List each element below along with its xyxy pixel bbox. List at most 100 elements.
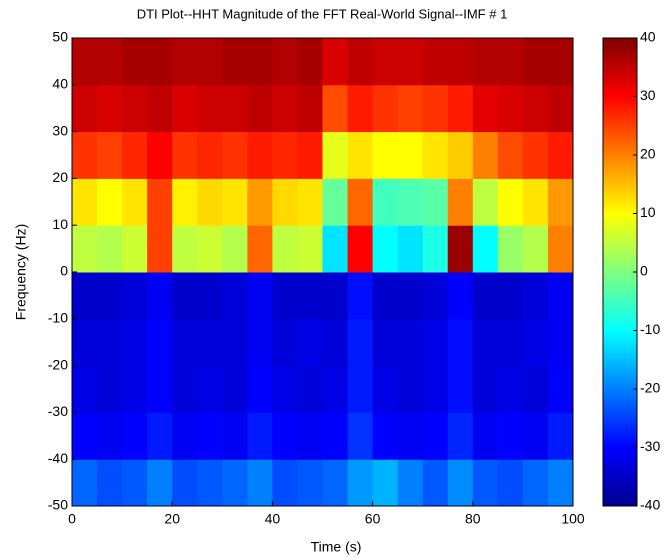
heatmap-cell — [122, 365, 148, 413]
heatmap-cell — [497, 225, 524, 273]
heatmap-cell — [72, 178, 98, 226]
x-tick-label: 100 — [561, 511, 585, 527]
y-tick-label: -10 — [48, 310, 68, 326]
heatmap-cell — [422, 365, 449, 413]
heatmap-cell — [222, 272, 248, 320]
heatmap-cell — [322, 318, 349, 367]
heatmap-cell — [322, 412, 349, 460]
heatmap-cell — [497, 412, 524, 460]
colorbar-tick-label: 10 — [640, 204, 656, 220]
y-tick-label: 10 — [52, 216, 68, 232]
heatmap-cell — [147, 131, 173, 179]
heatmap-cell — [372, 225, 399, 273]
heatmap-cell — [522, 272, 549, 320]
heatmap-cell — [322, 272, 349, 320]
heatmap-cell — [172, 365, 198, 413]
colorbar-tick-label: 40 — [640, 29, 656, 45]
heatmap-cell — [347, 318, 374, 367]
heatmap-cell — [247, 38, 273, 86]
heatmap-cell — [547, 131, 574, 179]
x-axis-label: Time (s) — [311, 539, 362, 555]
heatmap-cell — [172, 131, 198, 179]
heatmap-cell — [147, 225, 173, 273]
heatmap-cell — [147, 459, 173, 507]
heatmap-cell — [447, 459, 474, 507]
heatmap-cell — [397, 38, 424, 86]
heatmap-cell — [272, 38, 298, 86]
heatmap-cell — [497, 131, 524, 179]
heatmap-cell — [547, 38, 574, 86]
heatmap-cell — [522, 412, 549, 460]
heatmap-cell — [547, 178, 574, 226]
heatmap-cell — [522, 84, 549, 133]
y-tick-label: -30 — [48, 403, 68, 419]
heatmap-cell — [547, 272, 574, 320]
heatmap-cell — [97, 318, 123, 367]
heatmap-cell — [422, 38, 449, 86]
heatmap-cell — [272, 318, 298, 367]
heatmap-cell — [272, 365, 298, 413]
heatmap-cell — [272, 225, 298, 273]
heatmap-cell — [322, 365, 349, 413]
heatmap-cell — [222, 131, 248, 179]
heatmap-cell — [197, 365, 223, 413]
heatmap — [72, 38, 574, 507]
heatmap-cell — [472, 459, 499, 507]
heatmap-cell — [147, 365, 173, 413]
heatmap-cell — [372, 38, 399, 86]
x-tick-label: 40 — [265, 511, 281, 527]
heatmap-cell — [422, 84, 449, 133]
heatmap-cell — [422, 459, 449, 507]
heatmap-cell — [222, 318, 248, 367]
heatmap-cell — [272, 84, 298, 133]
heatmap-cell — [97, 365, 123, 413]
heatmap-cell — [122, 318, 148, 367]
y-tick-label: -40 — [48, 450, 68, 466]
heatmap-cell — [397, 178, 424, 226]
heatmap-cell — [347, 131, 374, 179]
heatmap-cell — [172, 272, 198, 320]
heatmap-cell — [447, 272, 474, 320]
heatmap-cell — [347, 272, 374, 320]
heatmap-cell — [547, 225, 574, 273]
heatmap-cell — [122, 272, 148, 320]
heatmap-cell — [422, 318, 449, 367]
heatmap-cell — [372, 412, 399, 460]
heatmap-cell — [147, 272, 173, 320]
heatmap-cell — [472, 318, 499, 367]
heatmap-cell — [447, 412, 474, 460]
heatmap-cell — [347, 84, 374, 133]
heatmap-cell — [347, 365, 374, 413]
heatmap-cell — [172, 459, 198, 507]
heatmap-cell — [97, 272, 123, 320]
heatmap-cell — [297, 459, 323, 507]
y-tick-label: -20 — [48, 356, 68, 372]
heatmap-cell — [447, 84, 474, 133]
heatmap-cell — [297, 178, 323, 226]
heatmap-cell — [472, 365, 499, 413]
heatmap-cell — [372, 365, 399, 413]
heatmap-cell — [197, 38, 223, 86]
heatmap-cell — [447, 365, 474, 413]
heatmap-cell — [247, 318, 273, 367]
heatmap-cell — [372, 84, 399, 133]
heatmap-cell — [522, 459, 549, 507]
heatmap-cell — [172, 318, 198, 367]
heatmap-cell — [347, 459, 374, 507]
heatmap-cell — [297, 38, 323, 86]
heatmap-cell — [472, 225, 499, 273]
heatmap-cell — [172, 178, 198, 226]
heatmap-cell — [497, 178, 524, 226]
heatmap-cell — [397, 412, 424, 460]
heatmap-cell — [522, 38, 549, 86]
heatmap-cell — [322, 38, 349, 86]
heatmap-cell — [247, 459, 273, 507]
heatmap-cell — [197, 178, 223, 226]
heatmap-cell — [72, 272, 98, 320]
heatmap-cell — [222, 38, 248, 86]
heatmap-cell — [347, 225, 374, 273]
heatmap-cell — [547, 84, 574, 133]
heatmap-cell — [297, 272, 323, 320]
heatmap-cell — [147, 178, 173, 226]
